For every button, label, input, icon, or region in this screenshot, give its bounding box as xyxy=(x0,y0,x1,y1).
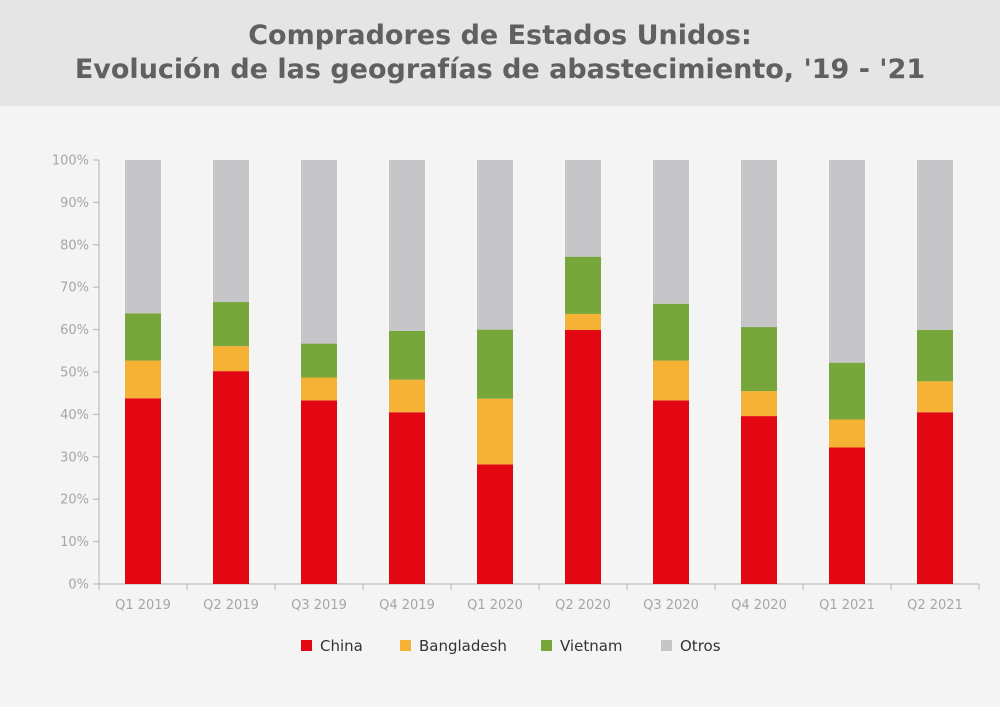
bar-segment-bangladesh xyxy=(477,398,513,465)
bar-segment-bangladesh xyxy=(917,381,953,413)
bar-segment-vietnam xyxy=(301,343,337,378)
bar-segment-bangladesh xyxy=(213,346,249,372)
bar-segment-bangladesh xyxy=(565,313,601,331)
legend-swatch-otros xyxy=(661,640,672,651)
y-tick-label: 70% xyxy=(60,281,89,296)
bar-segment-vietnam xyxy=(477,329,513,399)
bar-segment-otros xyxy=(741,160,777,328)
y-tick-label: 60% xyxy=(60,323,89,338)
bar-segment-china xyxy=(389,412,425,584)
x-tick-label: Q3 2019 xyxy=(291,598,347,613)
x-tick-label: Q4 2019 xyxy=(379,598,435,613)
bar-segment-bangladesh xyxy=(125,360,161,399)
bar-segment-vietnam xyxy=(829,362,865,420)
bar-segment-china xyxy=(125,398,161,584)
chart-header: Compradores de Estados Unidos: Evolución… xyxy=(0,0,1000,106)
bar-segment-otros xyxy=(125,160,161,314)
y-tick-label: 100% xyxy=(52,154,89,169)
chart-title-line-2: Evolución de las geografías de abastecim… xyxy=(74,54,926,85)
bar-segment-china xyxy=(741,416,777,584)
y-tick-label: 80% xyxy=(60,238,89,253)
y-tick-label: 20% xyxy=(60,493,89,508)
bar-segment-vietnam xyxy=(125,313,161,361)
bar-segment-otros xyxy=(213,160,249,303)
y-tick-label: 30% xyxy=(60,450,89,465)
x-tick-label: Q4 2020 xyxy=(731,598,787,613)
bar-segment-otros xyxy=(653,160,689,304)
bar-segment-otros xyxy=(829,160,865,363)
y-tick-label: 40% xyxy=(60,408,89,423)
legend-label-china: China xyxy=(320,637,363,655)
y-tick-label: 50% xyxy=(60,366,89,381)
chart-area: 0% 10% 20% 30% 40% 50% 60% 70% 80% 90% 100% Q1 2019… xyxy=(0,106,1000,702)
bar-segment-bangladesh xyxy=(653,360,689,401)
bar-segment-vietnam xyxy=(917,330,953,382)
bar-segment-bangladesh xyxy=(741,391,777,417)
x-tick-label: Q1 2020 xyxy=(467,598,523,613)
bar-segment-china xyxy=(213,371,249,584)
bar-segment-otros xyxy=(477,160,513,330)
x-tick-label: Q2 2021 xyxy=(907,598,963,613)
bar-segment-otros xyxy=(389,160,425,331)
chart-title-line-1: Compradores de Estados Unidos: xyxy=(248,20,752,51)
legend-label-otros: Otros xyxy=(680,637,721,655)
bar-segment-china xyxy=(301,400,337,584)
bar-segment-china xyxy=(829,447,865,584)
bar-segment-china xyxy=(917,412,953,584)
bar-segment-otros xyxy=(565,160,601,257)
x-tick-label: Q1 2019 xyxy=(115,598,171,613)
bar-segment-otros xyxy=(917,160,953,331)
y-tick-label: 10% xyxy=(60,535,89,550)
bar-segment-china xyxy=(653,400,689,584)
y-tick-label: 0% xyxy=(68,578,89,593)
x-tick-label: Q1 2021 xyxy=(819,598,875,613)
x-tick-label: Q2 2019 xyxy=(203,598,259,613)
bar-segment-vietnam xyxy=(653,303,689,361)
bar-segment-china xyxy=(565,330,601,584)
bar-segment-china xyxy=(477,464,513,584)
bar-segment-otros xyxy=(301,160,337,344)
bar-segment-vietnam xyxy=(389,330,425,380)
legend-swatch-vietnam xyxy=(541,640,552,651)
legend-label-bangladesh: Bangladesh xyxy=(419,637,507,655)
y-tick-label: 90% xyxy=(60,196,89,211)
legend-swatch-china xyxy=(301,640,312,651)
bar-segment-bangladesh xyxy=(389,379,425,413)
legend-label-vietnam: Vietnam xyxy=(560,637,623,655)
x-tick-label: Q3 2020 xyxy=(643,598,699,613)
x-tick-label: Q2 2020 xyxy=(555,598,611,613)
stacked-bar-chart: 0% 10% 20% 30% 40% 50% 60% 70% 80% 90% 100% Q1 2019… xyxy=(52,154,980,655)
bar-segment-vietnam xyxy=(741,327,777,392)
legend-swatch-bangladesh xyxy=(400,640,411,651)
bar-segment-vietnam xyxy=(565,256,601,314)
bar-segment-bangladesh xyxy=(301,377,337,401)
bar-segment-vietnam xyxy=(213,302,249,347)
bar-segment-bangladesh xyxy=(829,419,865,448)
